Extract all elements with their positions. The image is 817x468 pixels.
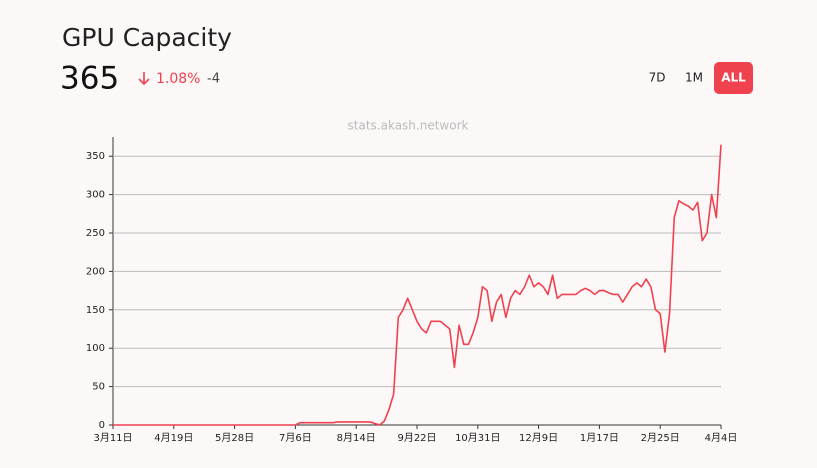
watermark: stats.akash.network: [348, 119, 469, 133]
range-button[interactable]: 7D: [649, 71, 666, 85]
y-tick-label: 200: [86, 266, 105, 277]
y-tick-label: 300: [86, 190, 105, 201]
y-tick-label: 350: [86, 151, 105, 162]
data-line: [113, 144, 722, 426]
x-tick-label: 9月22日: [397, 432, 436, 444]
change-percent: 1.08%: [156, 71, 200, 87]
y-tick-label: 50: [92, 382, 105, 393]
x-tick-label: 1月17日: [580, 432, 619, 444]
range-button[interactable]: ALL: [721, 71, 746, 85]
x-tick-label: 4月4日: [705, 432, 738, 444]
change-delta: -4: [207, 72, 220, 87]
x-tick-label: 8月14日: [337, 432, 376, 444]
range-button-active[interactable]: [714, 62, 753, 94]
x-tick-label: 7月6日: [279, 432, 312, 444]
y-tick-label: 150: [86, 305, 105, 316]
x-tick-label: 2月25日: [641, 432, 680, 444]
x-tick-label: 5月28日: [215, 432, 254, 444]
y-tick-label: 250: [86, 228, 105, 239]
x-tick-label: 10月31日: [455, 432, 500, 444]
x-tick-label: 4月19日: [154, 432, 193, 444]
y-tick-label: 0: [99, 420, 105, 431]
down-arrow: [138, 72, 150, 86]
y-tick-label: 100: [86, 343, 105, 354]
current-value: 365: [60, 61, 119, 97]
x-tick-label: 3月11日: [93, 432, 132, 444]
x-tick-label: 12月9日: [519, 432, 558, 444]
title: GPU Capacity: [62, 23, 232, 52]
range-button[interactable]: 1M: [685, 71, 703, 85]
